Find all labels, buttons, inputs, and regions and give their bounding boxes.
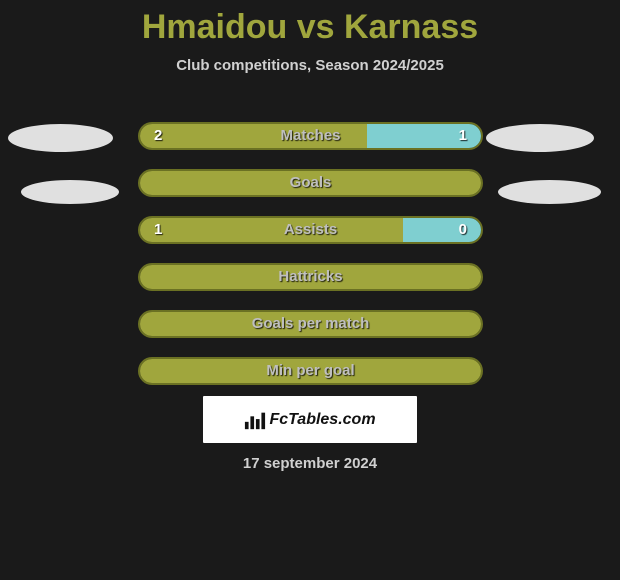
compare-rows: Matches21GoalsAssists10HattricksGoals pe… <box>138 122 483 404</box>
compare-row: Goals <box>138 169 483 197</box>
compare-row: Min per goal <box>138 357 483 385</box>
bar-chart-icon <box>244 410 266 430</box>
compare-row: Matches2 1 <box>138 122 483 150</box>
compare-row: Hattricks <box>138 263 483 291</box>
row-label: Goals per match <box>140 312 481 336</box>
row-label: Assists <box>140 218 481 242</box>
avatar-blob <box>498 180 601 204</box>
row-label: Goals <box>140 171 481 195</box>
logo-text: FcTables.com <box>269 411 375 429</box>
value-left: 1 <box>154 218 162 242</box>
value-right: 0 <box>459 218 467 242</box>
avatar-blob <box>8 124 113 152</box>
avatar-blob <box>21 180 119 204</box>
row-label: Matches <box>140 124 481 148</box>
value-left: 2 <box>154 124 162 148</box>
subtitle: Club competitions, Season 2024/2025 <box>0 57 620 74</box>
row-label: Min per goal <box>140 359 481 383</box>
footer-date: 17 september 2024 <box>0 455 620 472</box>
compare-row: Goals per match <box>138 310 483 338</box>
value-right: 1 <box>459 124 467 148</box>
row-label: Hattricks <box>140 265 481 289</box>
compare-row: Assists1 0 <box>138 216 483 244</box>
avatar-blob <box>486 124 594 152</box>
fctables-logo: FcTables.com <box>203 396 417 443</box>
page-title: Hmaidou vs Karnass <box>0 0 620 47</box>
